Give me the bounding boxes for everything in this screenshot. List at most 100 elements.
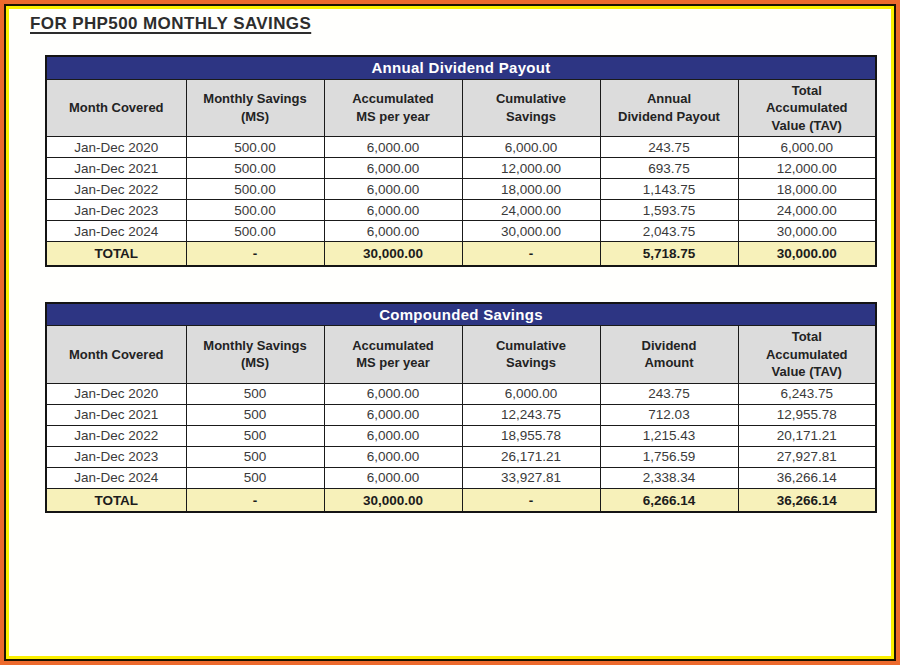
value-cell: -	[462, 488, 600, 512]
value-cell: 20,171.21	[738, 425, 876, 446]
value-cell: 12,000.00	[738, 158, 876, 179]
value-cell: 24,000.00	[462, 200, 600, 221]
compounded-savings-table: Compounded Savings Month CoveredMonthly …	[45, 302, 877, 514]
value-cell: 6,000.00	[324, 158, 462, 179]
table-row: Jan-Dec 20245006,000.0033,927.812,338.34…	[46, 467, 876, 488]
row-label-cell: Jan-Dec 2022	[46, 425, 186, 446]
row-label-cell: Jan-Dec 2023	[46, 200, 186, 221]
row-label-cell: Jan-Dec 2021	[46, 404, 186, 425]
column-header-row: Month CoveredMonthly Savings (MS)Accumul…	[46, 79, 876, 137]
row-label-cell: Jan-Dec 2020	[46, 137, 186, 158]
value-cell: 2,043.75	[600, 221, 738, 242]
value-cell: 6,000.00	[324, 425, 462, 446]
value-cell: 18,955.78	[462, 425, 600, 446]
value-cell: 6,266.14	[600, 488, 738, 512]
total-row: TOTAL-30,000.00-5,718.7530,000.00	[46, 242, 876, 266]
value-cell: 500.00	[186, 137, 324, 158]
value-cell: 6,243.75	[738, 383, 876, 404]
value-cell: 500.00	[186, 200, 324, 221]
value-cell: 36,266.14	[738, 488, 876, 512]
value-cell: 6,000.00	[324, 404, 462, 425]
value-cell: 30,000.00	[462, 221, 600, 242]
table-row: Jan-Dec 20215006,000.0012,243.75712.0312…	[46, 404, 876, 425]
value-cell: 2,338.34	[600, 467, 738, 488]
table-row: Jan-Dec 2022500.006,000.0018,000.001,143…	[46, 179, 876, 200]
value-cell: 6,000.00	[324, 200, 462, 221]
column-header: Annual Dividend Payout	[600, 79, 738, 137]
value-cell: 693.75	[600, 158, 738, 179]
value-cell: 1,593.75	[600, 200, 738, 221]
column-header: Month Covered	[46, 79, 186, 137]
column-header-row: Month CoveredMonthly Savings (MS)Accumul…	[46, 326, 876, 384]
total-row: TOTAL-30,000.00-6,266.1436,266.14	[46, 488, 876, 512]
value-cell: 36,266.14	[738, 467, 876, 488]
row-label-cell: Jan-Dec 2024	[46, 467, 186, 488]
value-cell: 1,756.59	[600, 446, 738, 467]
value-cell: 6,000.00	[324, 467, 462, 488]
row-label-cell: Jan-Dec 2020	[46, 383, 186, 404]
table-row: Jan-Dec 20235006,000.0026,171.211,756.59…	[46, 446, 876, 467]
column-header: Total Accumulated Value (TAV)	[738, 326, 876, 384]
row-label-cell: TOTAL	[46, 488, 186, 512]
column-header: Accumulated MS per year	[324, 326, 462, 384]
column-header: Total Accumulated Value (TAV)	[738, 79, 876, 137]
value-cell: 12,955.78	[738, 404, 876, 425]
page-frame: FOR PHP500 MONTHLY SAVINGS Annual Divide…	[0, 0, 900, 665]
table-title-row: Annual Dividend Payout	[46, 56, 876, 79]
table-body: Jan-Dec 20205006,000.006,000.00243.756,2…	[46, 383, 876, 512]
value-cell: 6,000.00	[324, 137, 462, 158]
value-cell: 26,171.21	[462, 446, 600, 467]
column-header: Monthly Savings (MS)	[186, 326, 324, 384]
value-cell: 33,927.81	[462, 467, 600, 488]
value-cell: 6,000.00	[324, 446, 462, 467]
inner-frame-black: FOR PHP500 MONTHLY SAVINGS Annual Divide…	[4, 4, 896, 661]
row-label-cell: TOTAL	[46, 242, 186, 266]
table-row: Jan-Dec 20205006,000.006,000.00243.756,2…	[46, 383, 876, 404]
table-title: Compounded Savings	[46, 303, 876, 326]
value-cell: 30,000.00	[324, 242, 462, 266]
value-cell: 712.03	[600, 404, 738, 425]
row-label-cell: Jan-Dec 2021	[46, 158, 186, 179]
value-cell: 18,000.00	[462, 179, 600, 200]
inner-frame-yellow: FOR PHP500 MONTHLY SAVINGS Annual Divide…	[6, 6, 894, 659]
value-cell: 500	[186, 467, 324, 488]
column-header: Month Covered	[46, 326, 186, 384]
table-row: Jan-Dec 2021500.006,000.00 12,000.00693.7…	[46, 158, 876, 179]
value-cell: 1,215.43	[600, 425, 738, 446]
value-cell: 5,718.75	[600, 242, 738, 266]
value-cell: 30,000.00	[324, 488, 462, 512]
table-row: Jan-Dec 2023500.006,000.0024,000.001,593…	[46, 200, 876, 221]
value-cell: 24,000.00	[738, 200, 876, 221]
value-cell: -	[186, 488, 324, 512]
value-cell: 6,000.00	[324, 383, 462, 404]
value-cell: 27,927.81	[738, 446, 876, 467]
value-cell: 243.75	[600, 383, 738, 404]
column-header: Cumulative Savings	[462, 326, 600, 384]
value-cell: 500	[186, 404, 324, 425]
value-cell: 6,000.00	[324, 221, 462, 242]
table-row: Jan-Dec 2024500.006,000.0030,000.002,043…	[46, 221, 876, 242]
value-cell: 6,000.00	[462, 383, 600, 404]
value-cell: 500.00	[186, 179, 324, 200]
table-row: Jan-Dec 20225006,000.0018,955.781,215.43…	[46, 425, 876, 446]
value-cell: 500	[186, 383, 324, 404]
row-label-cell: Jan-Dec 2024	[46, 221, 186, 242]
column-header: Cumulative Savings	[462, 79, 600, 137]
table-row: Jan-Dec 2020500.006,000.006,000.00243.75…	[46, 137, 876, 158]
value-cell: -	[462, 242, 600, 266]
value-cell: 243.75	[600, 137, 738, 158]
value-cell: 30,000.00	[738, 221, 876, 242]
table-title-row: Compounded Savings	[46, 303, 876, 326]
value-cell: 6,000.00	[462, 137, 600, 158]
page-title: FOR PHP500 MONTHLY SAVINGS	[30, 14, 311, 34]
value-cell: 30,000.00	[738, 242, 876, 266]
table-body: Jan-Dec 2020500.006,000.006,000.00243.75…	[46, 137, 876, 266]
value-cell: 500	[186, 446, 324, 467]
value-cell: 500.00	[186, 158, 324, 179]
value-cell: 6,000.00	[324, 179, 462, 200]
value-cell: 1,143.75	[600, 179, 738, 200]
table-title: Annual Dividend Payout	[46, 56, 876, 79]
column-header: Monthly Savings (MS)	[186, 79, 324, 137]
row-label-cell: Jan-Dec 2023	[46, 446, 186, 467]
value-cell: 18,000.00	[738, 179, 876, 200]
